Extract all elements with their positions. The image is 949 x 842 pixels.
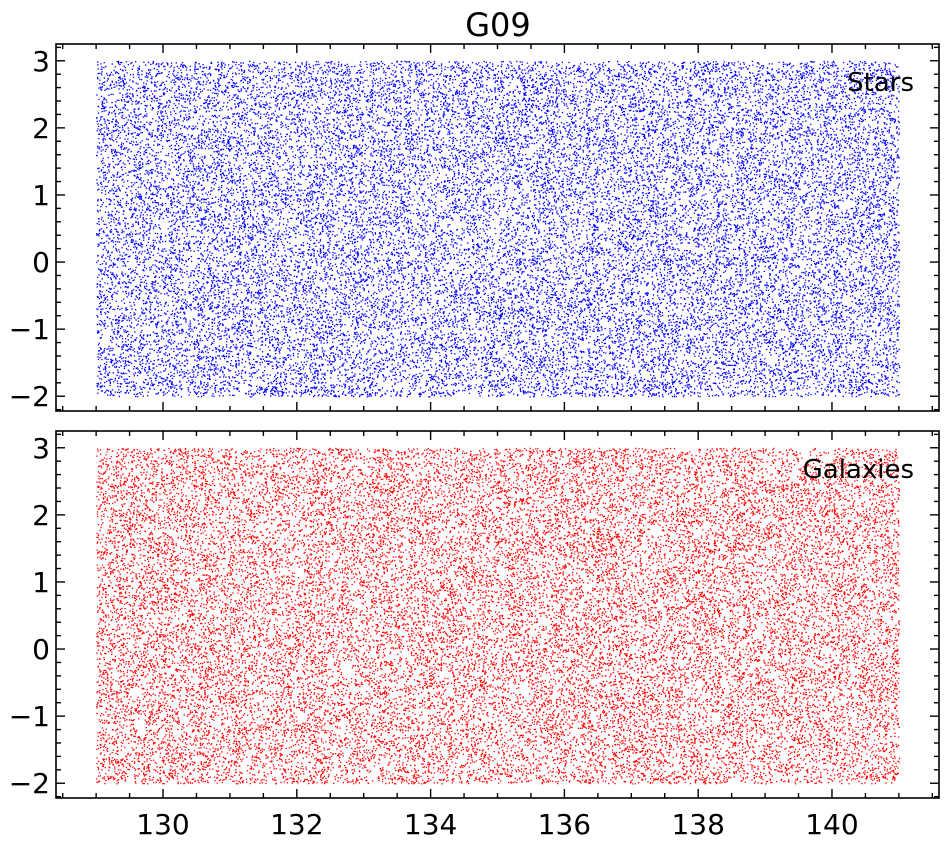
x-tick-label: 132 — [270, 808, 323, 841]
x-tick-label: 138 — [671, 808, 724, 841]
x-tick-label: 140 — [805, 808, 858, 841]
scatter-points — [96, 60, 901, 398]
galaxies-frame — [55, 430, 940, 799]
y-tick-label: 3 — [32, 45, 50, 78]
galaxies-panel: Galaxies 3 2 1 0 −1 −2 130 132 134 136 138 140 — [9, 430, 940, 841]
y-tick-label: 1 — [32, 566, 50, 599]
stars-label: Stars — [847, 68, 914, 98]
galaxies-points — [96, 447, 901, 785]
y-tick-label: 2 — [32, 112, 50, 145]
x-tick-label: 134 — [404, 808, 457, 841]
stars-panel: Stars 3 2 1 0 −1 −2 — [9, 43, 940, 413]
chart-title: G09 — [465, 6, 531, 44]
y-tick-label: −2 — [9, 380, 50, 413]
x-tick-label: 136 — [538, 808, 591, 841]
stars-points — [96, 60, 901, 398]
y-tick-label: 0 — [32, 246, 50, 279]
y-tick-label: −1 — [9, 700, 50, 733]
scatter-points — [96, 447, 901, 785]
y-tick-label: −1 — [9, 313, 50, 346]
y-tick-label: 3 — [32, 432, 50, 465]
y-tick-label: −2 — [9, 767, 50, 800]
stars-frame — [55, 43, 940, 412]
y-tick-label: 0 — [32, 633, 50, 666]
stars-ticks — [56, 44, 939, 411]
y-tick-label: 1 — [32, 179, 50, 212]
x-tick-label: 130 — [136, 808, 189, 841]
galaxies-label: Galaxies — [803, 455, 914, 485]
galaxies-ticks — [56, 431, 939, 798]
y-tick-label: 2 — [32, 499, 50, 532]
